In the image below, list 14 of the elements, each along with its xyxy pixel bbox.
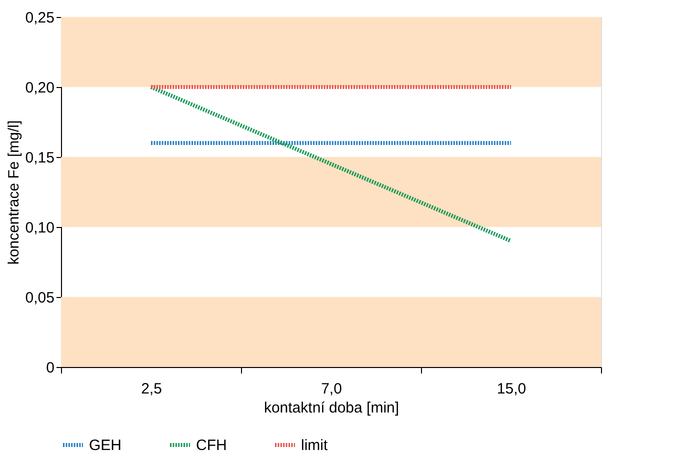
- y-tick-label: 0,05: [25, 290, 54, 306]
- legend-label: CFH: [196, 437, 227, 454]
- x-axis-title: kontaktní doba [min]: [264, 400, 400, 416]
- legend-label: GEH: [89, 437, 122, 454]
- y-axis-title: koncentrace Fe [mg/l]: [5, 120, 22, 265]
- x-tick-label: 15,0: [496, 380, 526, 398]
- y-tick-label: 0,20: [25, 80, 54, 96]
- legend-label: limit: [301, 437, 328, 454]
- y-tick-label: 0,10: [25, 220, 54, 236]
- y-tick-label: 0,15: [25, 150, 54, 166]
- x-tick-label: 7,0: [321, 380, 342, 398]
- y-tick-label: 0: [46, 360, 54, 376]
- y-tick-label: 0,25: [25, 10, 54, 26]
- x-tick-label: 2,5: [141, 380, 162, 398]
